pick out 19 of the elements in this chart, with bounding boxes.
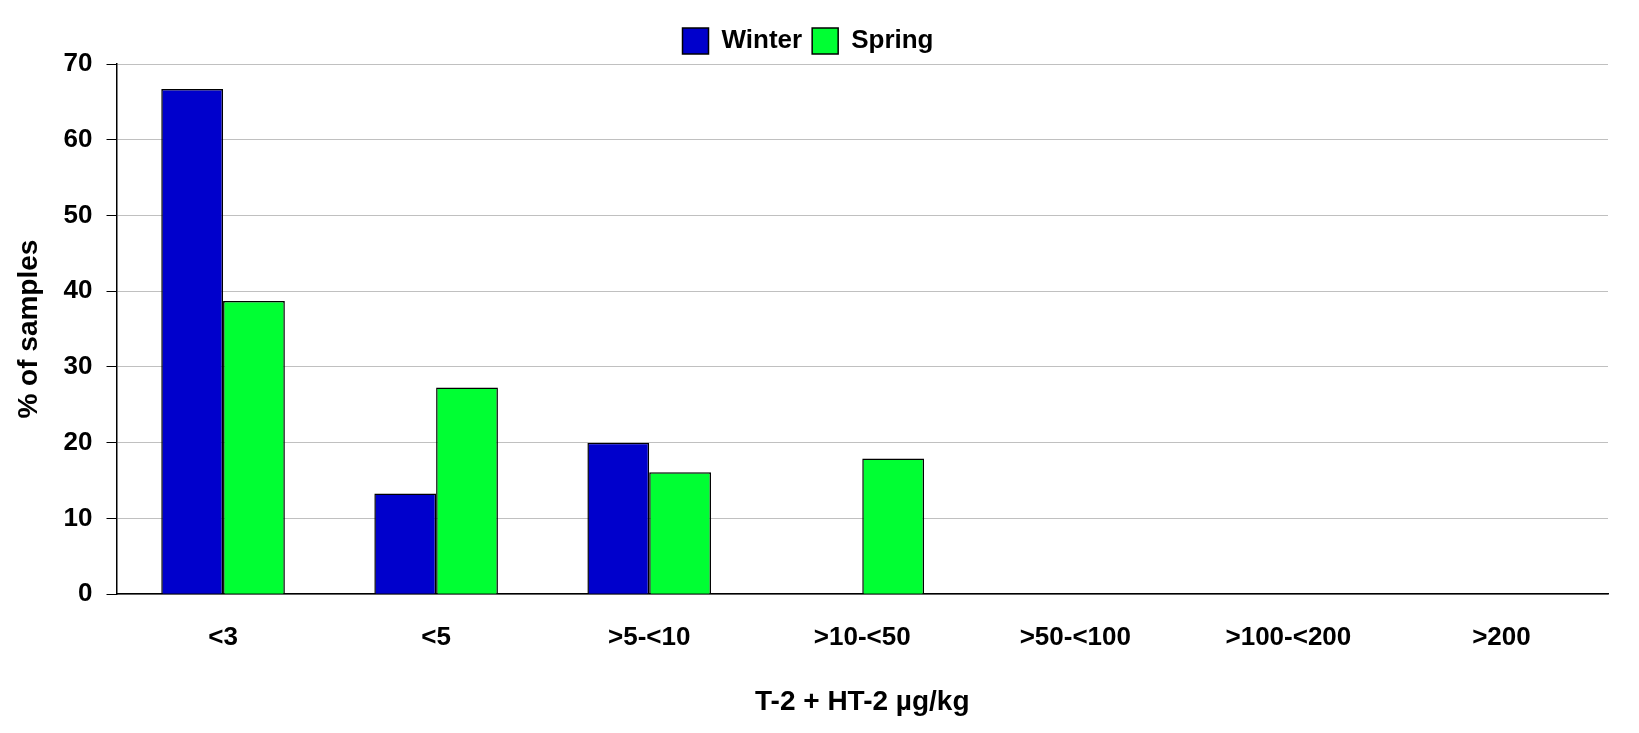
y-tick-label: 70 <box>63 47 93 78</box>
x-tick-label: >50-<100 <box>1019 620 1131 651</box>
y-tick-label: 50 <box>63 198 93 229</box>
y-axis-title: % of samples <box>11 239 43 419</box>
y-tick-label: 40 <box>63 274 93 305</box>
y-tick-label: 20 <box>63 425 93 456</box>
legend-label: Winter <box>721 24 803 55</box>
x-axis-title: T-2 + HT-2 µg/kg <box>755 684 970 716</box>
x-tick-label: >100-<200 <box>1225 620 1352 651</box>
y-tick-label: 30 <box>63 350 93 381</box>
x-tick-label: >200 <box>1472 620 1531 651</box>
y-tick-label: 0 <box>78 577 93 608</box>
y-tick-label: 10 <box>63 501 93 532</box>
x-tick-label: >5-<10 <box>607 620 691 651</box>
x-tick-label: <3 <box>208 620 238 651</box>
x-tick-label: <5 <box>421 620 451 651</box>
x-tick-label: >10-<50 <box>813 620 911 651</box>
y-tick-label: 60 <box>63 122 93 153</box>
legend-label: Spring <box>851 24 934 55</box>
